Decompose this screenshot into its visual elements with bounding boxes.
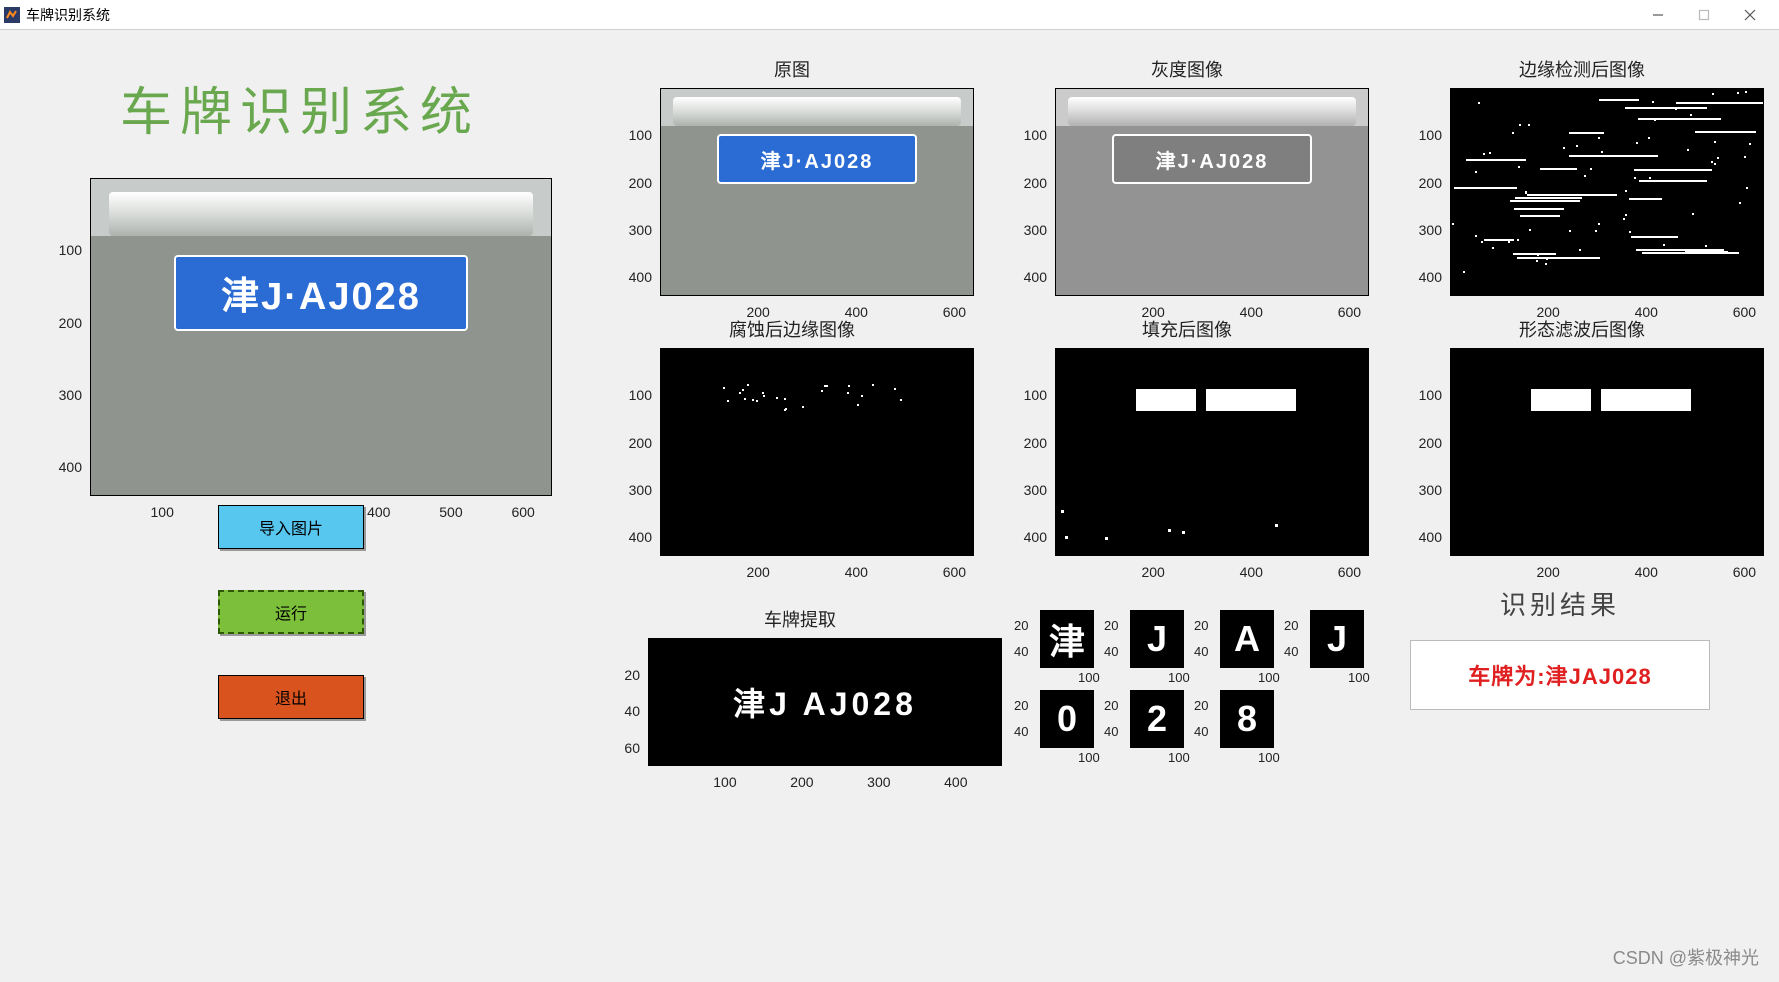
result-heading: 识别结果 [1420, 585, 1700, 622]
panel-morph: 形态滤波后图像100200300400200400600 [1392, 340, 1772, 590]
panel-title-morph: 形态滤波后图像 [1392, 316, 1772, 342]
watermark: CSDN @紫极神光 [1613, 944, 1759, 970]
extracted-plate-image: 津J AJ028 [649, 639, 1001, 765]
char-cell-3: J [1310, 610, 1364, 668]
run-button[interactable]: 运行 [218, 590, 364, 634]
panel-erode: 腐蚀后边缘图像100200300400200400600 [602, 340, 982, 590]
plate-original: 津J·AJ028 [174, 255, 468, 331]
panel-fill: 填充后图像100200300400200400600 [997, 340, 1377, 590]
window-title: 车牌识别系统 [26, 5, 110, 25]
char-cell-1: J [1130, 610, 1184, 668]
minimize-button[interactable] [1635, 0, 1681, 30]
result-prefix: 车牌为: [1468, 659, 1545, 691]
client-area: 车牌识别系统 100200300400 津J·AJ028 10020030040… [0, 30, 1779, 982]
char-cell-0: 津 [1040, 610, 1094, 668]
maximize-button[interactable] [1681, 0, 1727, 30]
titlebar: 车牌识别系统 [0, 0, 1779, 30]
main-image-axes: 100200300400 津J·AJ028 100200300400500600 [32, 170, 560, 530]
panel-title-edge: 边缘检测后图像 [1392, 56, 1772, 82]
panel-title-erode: 腐蚀后边缘图像 [602, 316, 982, 342]
result-value: 津JAJ028 [1546, 659, 1652, 691]
char-cell-4: 0 [1040, 690, 1094, 748]
extracted-plate-title: 车牌提取 [590, 606, 1010, 632]
panel-orig: 原图100200300400津J·AJ028200400600 [602, 80, 982, 330]
panel-gray: 灰度图像100200300400津J·AJ028200400600 [997, 80, 1377, 330]
result-box: 车牌为: 津JAJ028 [1410, 640, 1710, 710]
app-icon [4, 7, 20, 23]
char-cell-6: 8 [1220, 690, 1274, 748]
char-cell-2: A [1220, 610, 1274, 668]
main-car-image: 津J·AJ028 [91, 179, 551, 495]
app-heading: 车牌识别系统 [70, 70, 530, 145]
extracted-plate-axes: 车牌提取 204060 津J AJ028 100200300400 [590, 630, 1010, 800]
exit-button[interactable]: 退出 [218, 675, 364, 719]
char-cell-5: 2 [1130, 690, 1184, 748]
load-image-button[interactable]: 导入图片 [218, 505, 364, 549]
panel-edge: 边缘检测后图像100200300400200400600 [1392, 80, 1772, 330]
close-button[interactable] [1727, 0, 1773, 30]
panel-title-orig: 原图 [602, 56, 982, 82]
panel-title-fill: 填充后图像 [997, 316, 1377, 342]
panel-title-gray: 灰度图像 [997, 56, 1377, 82]
